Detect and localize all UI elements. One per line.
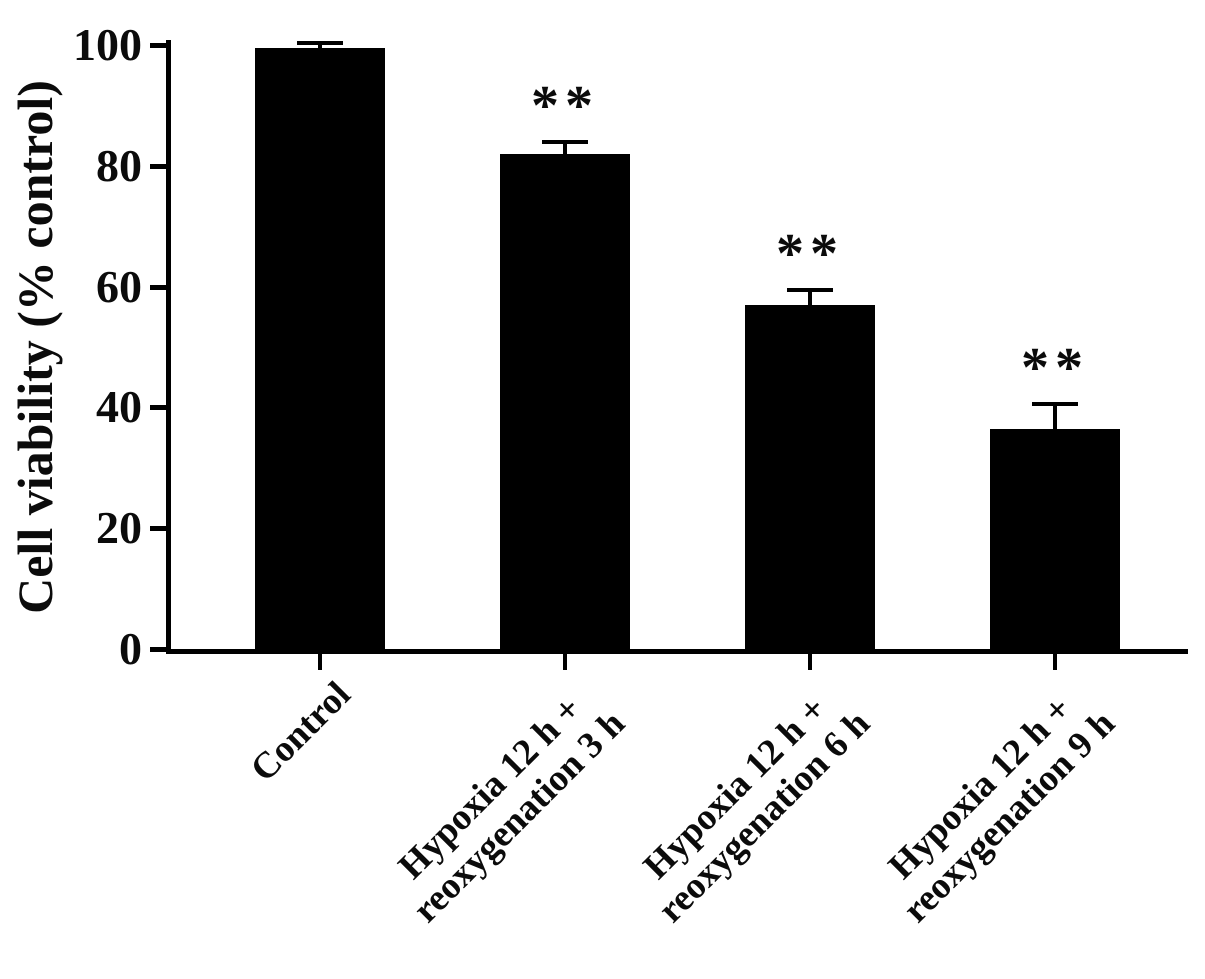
x-tick-label: Control <box>243 674 359 790</box>
y-tick-mark <box>150 405 166 411</box>
y-tick-label: 40 <box>96 381 142 433</box>
x-tick-label: Hypoxia 12 h + reoxygenation 6 h <box>621 674 878 930</box>
error-bar-cap <box>787 287 833 292</box>
x-tick-label: Hypoxia 12 h + reoxygenation 9 h <box>866 674 1123 930</box>
y-tick-mark <box>150 43 166 48</box>
x-tick-mark <box>318 654 322 670</box>
y-axis-title: Cell viability (% control) <box>7 80 63 614</box>
y-tick-label: 80 <box>96 139 142 191</box>
error-bar-line <box>318 43 322 49</box>
y-tick-mark <box>150 526 166 532</box>
bar <box>745 304 875 649</box>
y-axis-line <box>166 40 171 654</box>
y-tick-label: 100 <box>73 19 142 70</box>
y-tick-mark <box>150 647 166 652</box>
significance-marker: ** <box>776 222 844 285</box>
significance-marker: ** <box>531 74 599 137</box>
y-tick-mark <box>150 163 166 169</box>
x-tick-mark <box>808 654 812 670</box>
bar <box>500 153 630 649</box>
error-bar-cap <box>297 41 343 46</box>
x-tick-label-line: Control <box>243 674 359 790</box>
x-tick-mark <box>563 654 567 670</box>
x-tick-mark <box>1053 654 1057 670</box>
x-tick-label: Hypoxia 12 h + reoxygenation 3 h <box>376 674 633 930</box>
error-bar-line <box>808 289 812 305</box>
error-bar-cap <box>1032 402 1078 407</box>
y-tick-label: 60 <box>96 260 142 312</box>
y-tick-label: 20 <box>96 502 142 554</box>
error-bar-cap <box>542 139 588 144</box>
y-tick-label: 0 <box>119 623 142 674</box>
y-tick-mark <box>150 284 166 290</box>
bar <box>990 428 1120 649</box>
significance-marker: ** <box>1021 337 1089 400</box>
error-bar-line <box>563 141 567 154</box>
bar <box>255 48 385 649</box>
error-bar-line <box>1053 404 1057 429</box>
x-axis-line <box>166 649 1188 654</box>
